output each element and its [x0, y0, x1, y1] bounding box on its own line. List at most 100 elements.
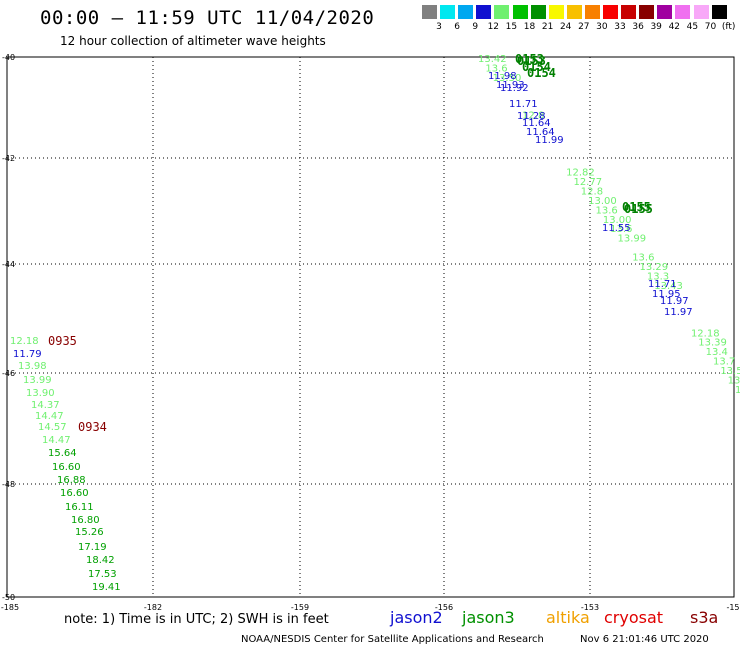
- units-note: note: 1) Time is in UTC; 2) SWH is in fe…: [64, 612, 329, 627]
- wave-height-value: 13.5: [720, 366, 740, 377]
- colorbar-swatch: [422, 5, 438, 19]
- altimeter-track-b: 13.4213.613.5011.9811.9311.9212.811.7111…: [478, 52, 740, 396]
- plot-border: [6, 56, 735, 598]
- colorbar-label: 70: [704, 22, 717, 32]
- colorbar-label: (ft): [721, 22, 736, 32]
- longitude-label: -153: [581, 603, 599, 612]
- colorbar-label: 24: [559, 22, 572, 32]
- pass-time-label: 0153: [517, 54, 546, 68]
- legend-item-jason3: jason3: [462, 608, 515, 627]
- wave-height-value: 11.28: [517, 111, 546, 122]
- wave-height-value: 11.95: [652, 289, 681, 300]
- wave-height-value: 15.64: [48, 448, 77, 459]
- wave-height-value: 13.5: [728, 376, 740, 387]
- credit-line: NOAA/NESDIS Center for Satellite Applica…: [241, 634, 544, 645]
- colorbar-label: 18: [523, 22, 536, 32]
- wave-height-value: 13.00: [603, 215, 632, 226]
- colorbar-swatch: [657, 5, 674, 19]
- pass-time-label: 0155: [622, 200, 651, 214]
- longitude-label: -185: [1, 603, 19, 612]
- wave-height-value: 12.82: [566, 167, 595, 178]
- wave-height-value: 13.39: [698, 338, 727, 349]
- colorbar-label: 6: [454, 22, 460, 32]
- colorbar-swatch: [548, 5, 565, 19]
- wave-height-value: 14.47: [42, 435, 71, 446]
- wave-height-value: 16.60: [60, 488, 89, 499]
- wave-height-value: 13.50: [493, 73, 522, 84]
- pass-time-label: 0153: [515, 52, 544, 66]
- wave-height-value: 11.79: [13, 349, 42, 360]
- colorbar-label: 9: [472, 22, 479, 32]
- latitude-labels: -40 -42 -44 -46 -48 -50: [2, 53, 15, 602]
- wave-height-value: 15.26: [75, 527, 104, 538]
- wave-height-value: 17.53: [88, 569, 117, 580]
- latitude-label: -44: [2, 260, 15, 269]
- longitude-labels: -185 -182 -159 -156 -153 -15: [1, 603, 740, 612]
- generated-timestamp: Nov 6 21:01:46 UTC 2020: [580, 634, 709, 645]
- latitude-label: -50: [2, 593, 15, 602]
- map-title: 00:00 — 11:59 UTC 11/04/2020: [40, 7, 375, 29]
- wave-height-value: 11.99: [535, 135, 564, 146]
- colorbar-swatch: [494, 5, 511, 19]
- colorbar-label: 39: [650, 22, 662, 32]
- wave-height-value: 13.99: [23, 375, 52, 386]
- wave-height-value: 16.80: [71, 515, 100, 526]
- longitude-label: -156: [435, 603, 453, 612]
- pass-time-label: 0154: [527, 66, 556, 80]
- map-subtitle: 12 hour collection of altimeter wave hei…: [60, 34, 326, 48]
- wave-height-value: 11.98: [488, 71, 517, 82]
- wave-height-value: 11.97: [660, 296, 689, 307]
- latitude-label: -42: [2, 154, 15, 163]
- legend-item-altika: altika: [546, 608, 590, 627]
- colorbar-label: 33: [614, 22, 626, 32]
- wave-height-value: 11.71: [648, 279, 677, 290]
- colorbar-label: 15: [505, 22, 518, 32]
- longitude-label: -15: [726, 603, 739, 612]
- wave-height-value: 11.55: [602, 223, 631, 234]
- longitude-label: -159: [291, 603, 309, 612]
- latitude-label: -40: [2, 53, 15, 62]
- colorbar-label: 27: [578, 22, 590, 32]
- wave-height-value: 13.99: [618, 234, 647, 245]
- pass-time-label: 0934: [78, 420, 107, 434]
- colorbar-swatch: [476, 5, 493, 19]
- colorbar-swatch: [603, 5, 619, 19]
- colorbar-label: 45: [686, 22, 699, 32]
- wave-height-value: 12.8: [522, 111, 544, 122]
- colorbar-label: 3: [436, 22, 442, 32]
- legend-item-cryosat: cryosat: [604, 608, 664, 627]
- wave-height-value: 12.18: [691, 328, 720, 339]
- wave-height-value: 14.57: [38, 422, 67, 433]
- wave-height-value: 16.60: [52, 462, 81, 473]
- wave-height-value: 11.97: [664, 307, 693, 318]
- longitude-label: -182: [144, 603, 162, 612]
- colorbar-swatch: [693, 5, 710, 19]
- wave-height-value: 13.90: [26, 388, 55, 399]
- colorbar-swatch: [566, 5, 583, 19]
- wave-height-value: 12.8: [581, 186, 603, 197]
- wave-height-value: 16.88: [57, 475, 86, 486]
- colorbar-swatch: [530, 5, 547, 19]
- wave-height-value: 13.6: [735, 385, 740, 396]
- wave-height-value: 11.71: [509, 99, 538, 110]
- wave-height-value: 11.64: [526, 127, 555, 138]
- wave-height-value: 13.29: [640, 262, 669, 273]
- colorbar-swatch: [675, 5, 692, 19]
- wave-height-value: 11.93: [496, 80, 525, 91]
- legend-item-jason2: jason2: [390, 608, 443, 627]
- wave-height-value: 13.4: [706, 347, 728, 358]
- wave-height-value: 13.42: [478, 54, 507, 65]
- latitude-label: -46: [2, 369, 15, 378]
- map-frame: [6, 56, 735, 598]
- wave-height-value: 11.92: [500, 83, 529, 94]
- wave-height-value: 14.47: [35, 411, 64, 422]
- colorbar-swatch: [639, 5, 656, 19]
- wave-height-value: 13.98: [18, 361, 47, 372]
- wave-height-value: 16.11: [65, 502, 94, 513]
- colorbar-label: 42: [668, 22, 681, 32]
- wave-height-value: 12.77: [573, 177, 602, 188]
- wave-height-value: 12.18: [10, 336, 39, 347]
- legend-item-s3a: s3a: [690, 608, 719, 627]
- wave-height-value: 13.6: [632, 253, 654, 264]
